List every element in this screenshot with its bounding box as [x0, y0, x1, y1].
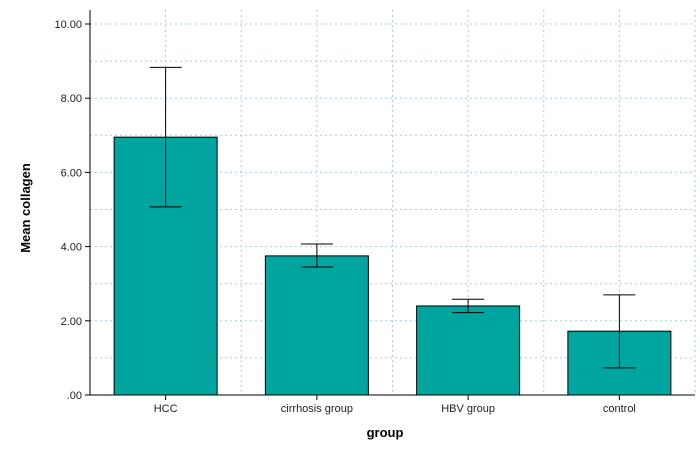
y-tick-label: 2.00 [61, 316, 82, 328]
y-tick-label: 10.00 [54, 19, 82, 31]
x-tick-label: HBV group [441, 403, 495, 415]
x-axis-title: group [367, 425, 404, 440]
y-axis-title: Mean collagen [18, 163, 33, 253]
y-tick-label: 8.00 [61, 93, 82, 105]
x-tick-label: HCC [154, 403, 178, 415]
bars [113, 136, 672, 396]
y-tick-label: 6.00 [61, 167, 82, 179]
y-tick-label: .00 [67, 390, 82, 402]
bar [416, 305, 521, 396]
y-tick-label: 4.00 [61, 242, 82, 254]
x-tick-label: control [603, 403, 636, 415]
x-tick-label: cirrhosis group [281, 403, 353, 415]
y-ticks: .00 2.00 4.00 6.00 8.00 10.00 [54, 19, 90, 402]
error-bars [149, 66, 636, 369]
x-tick-labels: HCC cirrhosis group HBV group control [154, 395, 636, 415]
bar [264, 255, 369, 396]
